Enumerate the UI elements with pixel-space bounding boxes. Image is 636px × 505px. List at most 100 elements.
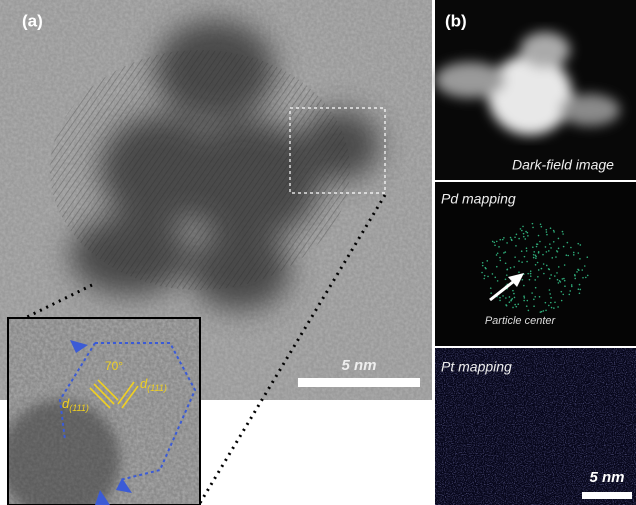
pd-dot bbox=[556, 272, 558, 274]
pd-dot bbox=[527, 300, 529, 302]
pd-dot bbox=[545, 302, 547, 304]
pd-dot bbox=[550, 247, 552, 249]
pd-dot bbox=[579, 284, 581, 286]
pd-dot bbox=[523, 236, 525, 238]
pd-dot bbox=[496, 254, 498, 256]
pd-dot bbox=[526, 305, 528, 307]
pd-dot bbox=[580, 244, 582, 246]
pd-dot bbox=[541, 268, 543, 270]
pd-dot bbox=[535, 264, 537, 266]
pd-dot bbox=[551, 307, 553, 309]
pd-dot bbox=[548, 305, 550, 307]
figure: (a) 5 nm 70° d(111) d(111) (b) Dark-fiel… bbox=[0, 0, 636, 505]
pd-dot bbox=[532, 227, 534, 229]
pd-dot bbox=[499, 239, 501, 241]
angle-label: 70° bbox=[105, 359, 123, 373]
pd-dot bbox=[571, 286, 573, 288]
pd-dot bbox=[549, 243, 551, 245]
scale-bar-label: 5 nm bbox=[589, 469, 624, 486]
pd-dot bbox=[546, 234, 548, 236]
pd-dot bbox=[558, 282, 560, 284]
pd-dot bbox=[577, 243, 579, 245]
scale-bar-label: 5 nm bbox=[341, 357, 376, 374]
pd-dot bbox=[579, 258, 581, 260]
pd-dot bbox=[541, 226, 543, 228]
pd-dot bbox=[567, 242, 569, 244]
pd-dot bbox=[553, 231, 555, 233]
pd-dot bbox=[553, 241, 555, 243]
pd-dot bbox=[496, 241, 498, 243]
pd-dot bbox=[511, 239, 513, 241]
pd-dot bbox=[514, 297, 516, 299]
pd-dot bbox=[542, 254, 544, 256]
pd-dot bbox=[496, 266, 498, 268]
pd-dot bbox=[533, 299, 535, 301]
pd-dot bbox=[532, 223, 534, 225]
pd-dot bbox=[521, 250, 523, 252]
pd-dot bbox=[520, 228, 522, 230]
pd-dot bbox=[579, 289, 581, 291]
pd-dot bbox=[499, 297, 501, 299]
pd-dot bbox=[521, 230, 523, 232]
pd-dot bbox=[494, 244, 496, 246]
pd-dot bbox=[514, 236, 516, 238]
pd-dot bbox=[579, 292, 581, 294]
pd-dot bbox=[527, 273, 529, 275]
subscript: (111) bbox=[147, 383, 167, 393]
pd-dot bbox=[533, 251, 535, 253]
pd-dot bbox=[558, 266, 560, 268]
pd-dot bbox=[545, 246, 547, 248]
pd-dot bbox=[573, 254, 575, 256]
pd-dot bbox=[549, 278, 551, 280]
pd-dot bbox=[555, 256, 557, 258]
pd-dot bbox=[556, 250, 558, 252]
pd-dot bbox=[570, 247, 572, 249]
pd-dot bbox=[499, 300, 501, 302]
pd-dot bbox=[561, 300, 563, 302]
pd-dot bbox=[587, 275, 589, 277]
pd-dot bbox=[564, 280, 566, 282]
pd-dot bbox=[574, 274, 576, 276]
pd-dot bbox=[578, 288, 580, 290]
pd-dot bbox=[506, 274, 508, 276]
pd-dot bbox=[484, 275, 486, 277]
pd-dot bbox=[531, 292, 533, 294]
pd-dot bbox=[506, 305, 508, 307]
panel-label: (a) bbox=[22, 11, 43, 30]
pd-dot bbox=[549, 293, 551, 295]
pd-dot bbox=[574, 278, 576, 280]
pd-dot bbox=[482, 265, 484, 267]
pd-dot bbox=[521, 261, 523, 263]
pd-dot bbox=[553, 230, 555, 232]
pd-dot bbox=[523, 285, 525, 287]
pd-dot bbox=[546, 231, 548, 233]
pd-dot bbox=[510, 237, 512, 239]
pd-dot bbox=[530, 270, 532, 272]
pd-dot bbox=[497, 280, 499, 282]
pd-dot bbox=[539, 296, 541, 298]
pd-dot bbox=[550, 302, 552, 304]
pd-dot bbox=[522, 279, 524, 281]
pd-dot bbox=[503, 237, 505, 239]
pd-dot bbox=[525, 231, 527, 233]
pd-dot bbox=[551, 257, 553, 259]
pd-dot bbox=[481, 272, 483, 274]
pd-dot bbox=[530, 273, 532, 275]
pd-dot bbox=[518, 271, 520, 273]
pd-dot bbox=[515, 306, 517, 308]
pd-dot bbox=[504, 251, 506, 253]
pd-dot bbox=[537, 262, 539, 264]
pd-dot bbox=[509, 301, 511, 303]
pd-dot bbox=[538, 251, 540, 253]
pd-dot bbox=[535, 254, 537, 256]
pd-dot bbox=[507, 268, 509, 270]
pd-dot bbox=[548, 250, 550, 252]
pd-dot bbox=[528, 310, 530, 312]
pd-dot bbox=[506, 242, 508, 244]
pd-dot bbox=[517, 303, 519, 305]
pd-dot bbox=[578, 269, 580, 271]
pd-dot bbox=[494, 277, 496, 279]
pd-dot bbox=[503, 252, 505, 254]
pd-dot bbox=[562, 233, 564, 235]
pd-dot bbox=[561, 291, 563, 293]
